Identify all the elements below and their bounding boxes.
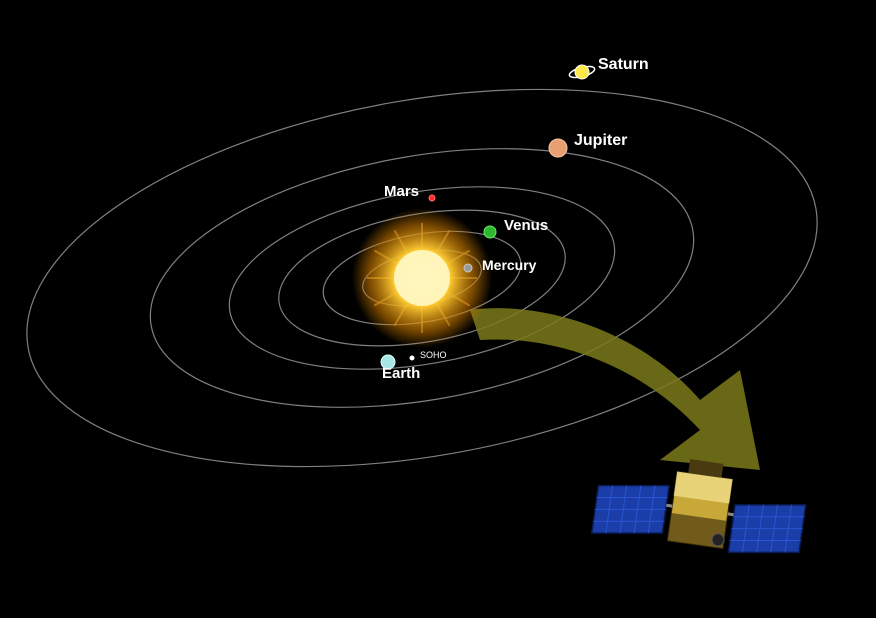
planet-earth xyxy=(381,355,395,369)
diagram-svg xyxy=(0,0,876,618)
planet-jupiter xyxy=(549,139,567,157)
planet-venus xyxy=(484,226,496,238)
soho-marker xyxy=(410,356,415,361)
soho-spacecraft xyxy=(592,447,810,562)
sun-core xyxy=(394,250,450,306)
planet-mercury xyxy=(464,264,472,272)
planet-mars xyxy=(429,195,435,201)
solar-system-diagram: MercuryVenusMarsEarthJupiterSaturnSOHO xyxy=(0,0,876,618)
planet-saturn xyxy=(568,64,595,80)
callout-arrow xyxy=(470,308,760,470)
